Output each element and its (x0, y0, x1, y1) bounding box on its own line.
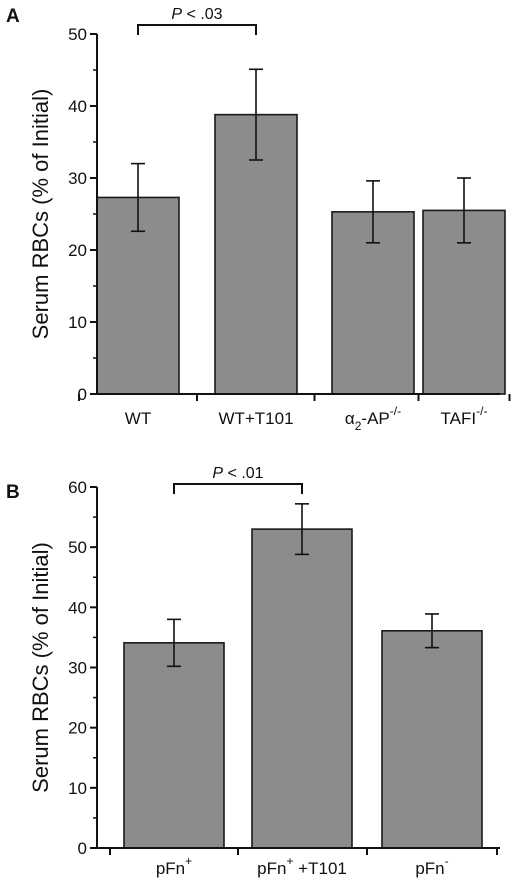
x-tick-label-base: α (345, 409, 355, 428)
y-tick-label: 10 (68, 313, 87, 332)
y-tick-label: 50 (68, 25, 87, 44)
x-tick-label-superscript: - (445, 854, 449, 868)
x-tick-label: WT (125, 409, 151, 428)
y-tick-label: 20 (68, 719, 87, 738)
x-tick-label-base: WT (125, 409, 151, 428)
x-tick-label: pFn+ +T101 (257, 854, 347, 878)
bar (381, 629, 483, 849)
significance-label: P < .03 (171, 6, 222, 23)
y-tick-label: 60 (68, 478, 87, 497)
x-tick-label: pFn+ (156, 854, 192, 878)
panel-letter: B (6, 482, 20, 503)
x-tick-label-subscript: 2 (355, 419, 362, 433)
bar (214, 113, 298, 395)
y-tick-label: 0 (78, 839, 87, 858)
y-tick-label: 10 (68, 779, 87, 798)
significance-label: P < .01 (212, 465, 263, 482)
x-tick-label: WT+T101 (218, 409, 293, 428)
significance-p: P (171, 6, 182, 23)
x-tick-label: TAFI-/- (441, 404, 488, 428)
significance-bracket (137, 24, 257, 35)
y-tick-label: 20 (68, 241, 87, 260)
y-tick-label: 40 (68, 97, 87, 116)
x-tick-label-superscript: + (286, 854, 293, 868)
y-tick-label: 50 (68, 538, 87, 557)
x-tick-label: pFn- (415, 854, 448, 878)
x-tick-label-base: TAFI (441, 409, 477, 428)
x-tick-label-superscript: + (185, 854, 192, 868)
x-tick-label: α2-AP-/- (345, 404, 401, 433)
panel-letter: A (6, 6, 20, 27)
x-tick-label-base: pFn (257, 859, 286, 878)
x-tick-label-tail: +T101 (293, 859, 346, 878)
significance-bracket (173, 483, 303, 494)
significance-p: P (212, 465, 223, 482)
bar (123, 642, 225, 849)
significance-value: < .01 (223, 465, 264, 482)
bar (251, 528, 353, 849)
x-tick-label-base: pFn (156, 859, 185, 878)
y-tick-label: 0 (78, 385, 87, 404)
x-tick-label-base: WT+T101 (218, 409, 293, 428)
x-tick-label-superscript: -/- (390, 404, 401, 418)
y-axis-label: Serum RBCs (% of Initial) (28, 542, 53, 793)
y-tick-label: 30 (68, 659, 87, 678)
y-tick-label: 30 (68, 169, 87, 188)
x-tick-label-tail: -AP (361, 409, 389, 428)
significance-value: < .03 (182, 6, 223, 23)
x-tick-label-base: pFn (415, 859, 444, 878)
y-axis-label: Serum RBCs (% of Initial) (28, 89, 53, 340)
x-tick-label-superscript: -/- (476, 404, 487, 418)
y-tick-label: 40 (68, 598, 87, 617)
